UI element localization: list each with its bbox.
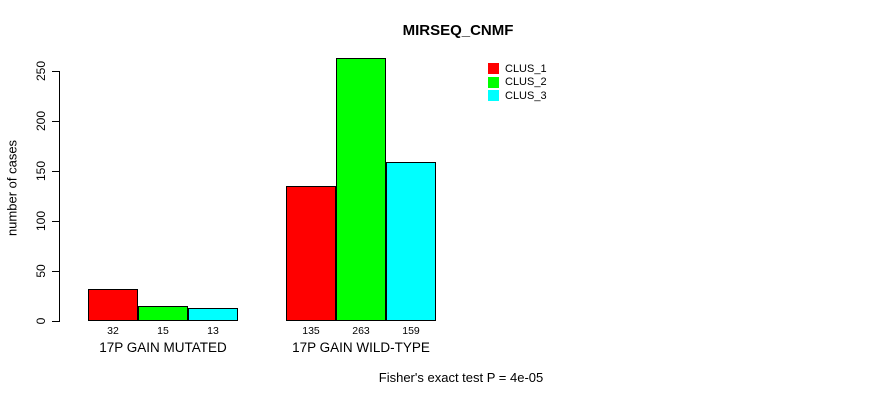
y-tick-label: 50: [34, 264, 48, 278]
legend-swatch: [488, 90, 499, 102]
bar-value-label: 263: [352, 325, 370, 337]
bar-clus_3-group2: [386, 162, 436, 321]
bar-value-label: 159: [402, 325, 420, 337]
category-label: 17P GAIN MUTATED: [99, 340, 227, 355]
legend-swatch: [488, 76, 499, 88]
y-axis-line: [59, 71, 60, 322]
legend-label: CLUS_1: [505, 62, 547, 75]
y-tick-label: 200: [34, 110, 48, 132]
bar-clus_2-group1: [138, 306, 188, 321]
bar-clus_1-group1: [88, 289, 138, 321]
category-label: 17P GAIN WILD-TYPE: [292, 340, 430, 355]
y-axis-label: number of cases: [4, 139, 20, 237]
bar-clus_2-group2: [336, 58, 386, 321]
y-tick-label: 0: [34, 317, 48, 325]
bar-value-label: 15: [157, 325, 169, 337]
legend-swatch: [488, 63, 499, 75]
legend-item: CLUS_1: [488, 62, 547, 76]
legend-item: CLUS_3: [488, 89, 547, 103]
bar-value-label: 135: [302, 325, 320, 337]
y-tick: [52, 121, 59, 122]
legend-label: CLUS_2: [505, 76, 547, 89]
bar-clus_1-group2: [286, 186, 336, 321]
footer-note: Fisher's exact test P = 4e-05: [378, 370, 544, 385]
legend: CLUS_1 CLUS_2 CLUS_3: [488, 62, 547, 103]
y-tick: [52, 271, 59, 272]
y-tick: [52, 71, 59, 72]
y-tick-label: 100: [34, 210, 48, 232]
bar-value-label: 32: [107, 325, 119, 337]
chart-title: MIRSEQ_CNMF: [402, 22, 514, 39]
y-tick: [52, 321, 59, 322]
y-tick-label: 150: [34, 160, 48, 182]
y-tick-label: 250: [34, 60, 48, 82]
bar-clus_3-group1: [188, 308, 238, 321]
y-tick: [52, 171, 59, 172]
y-tick: [52, 221, 59, 222]
legend-item: CLUS_2: [488, 76, 547, 90]
legend-label: CLUS_3: [505, 89, 547, 102]
bar-value-label: 13: [207, 325, 219, 337]
